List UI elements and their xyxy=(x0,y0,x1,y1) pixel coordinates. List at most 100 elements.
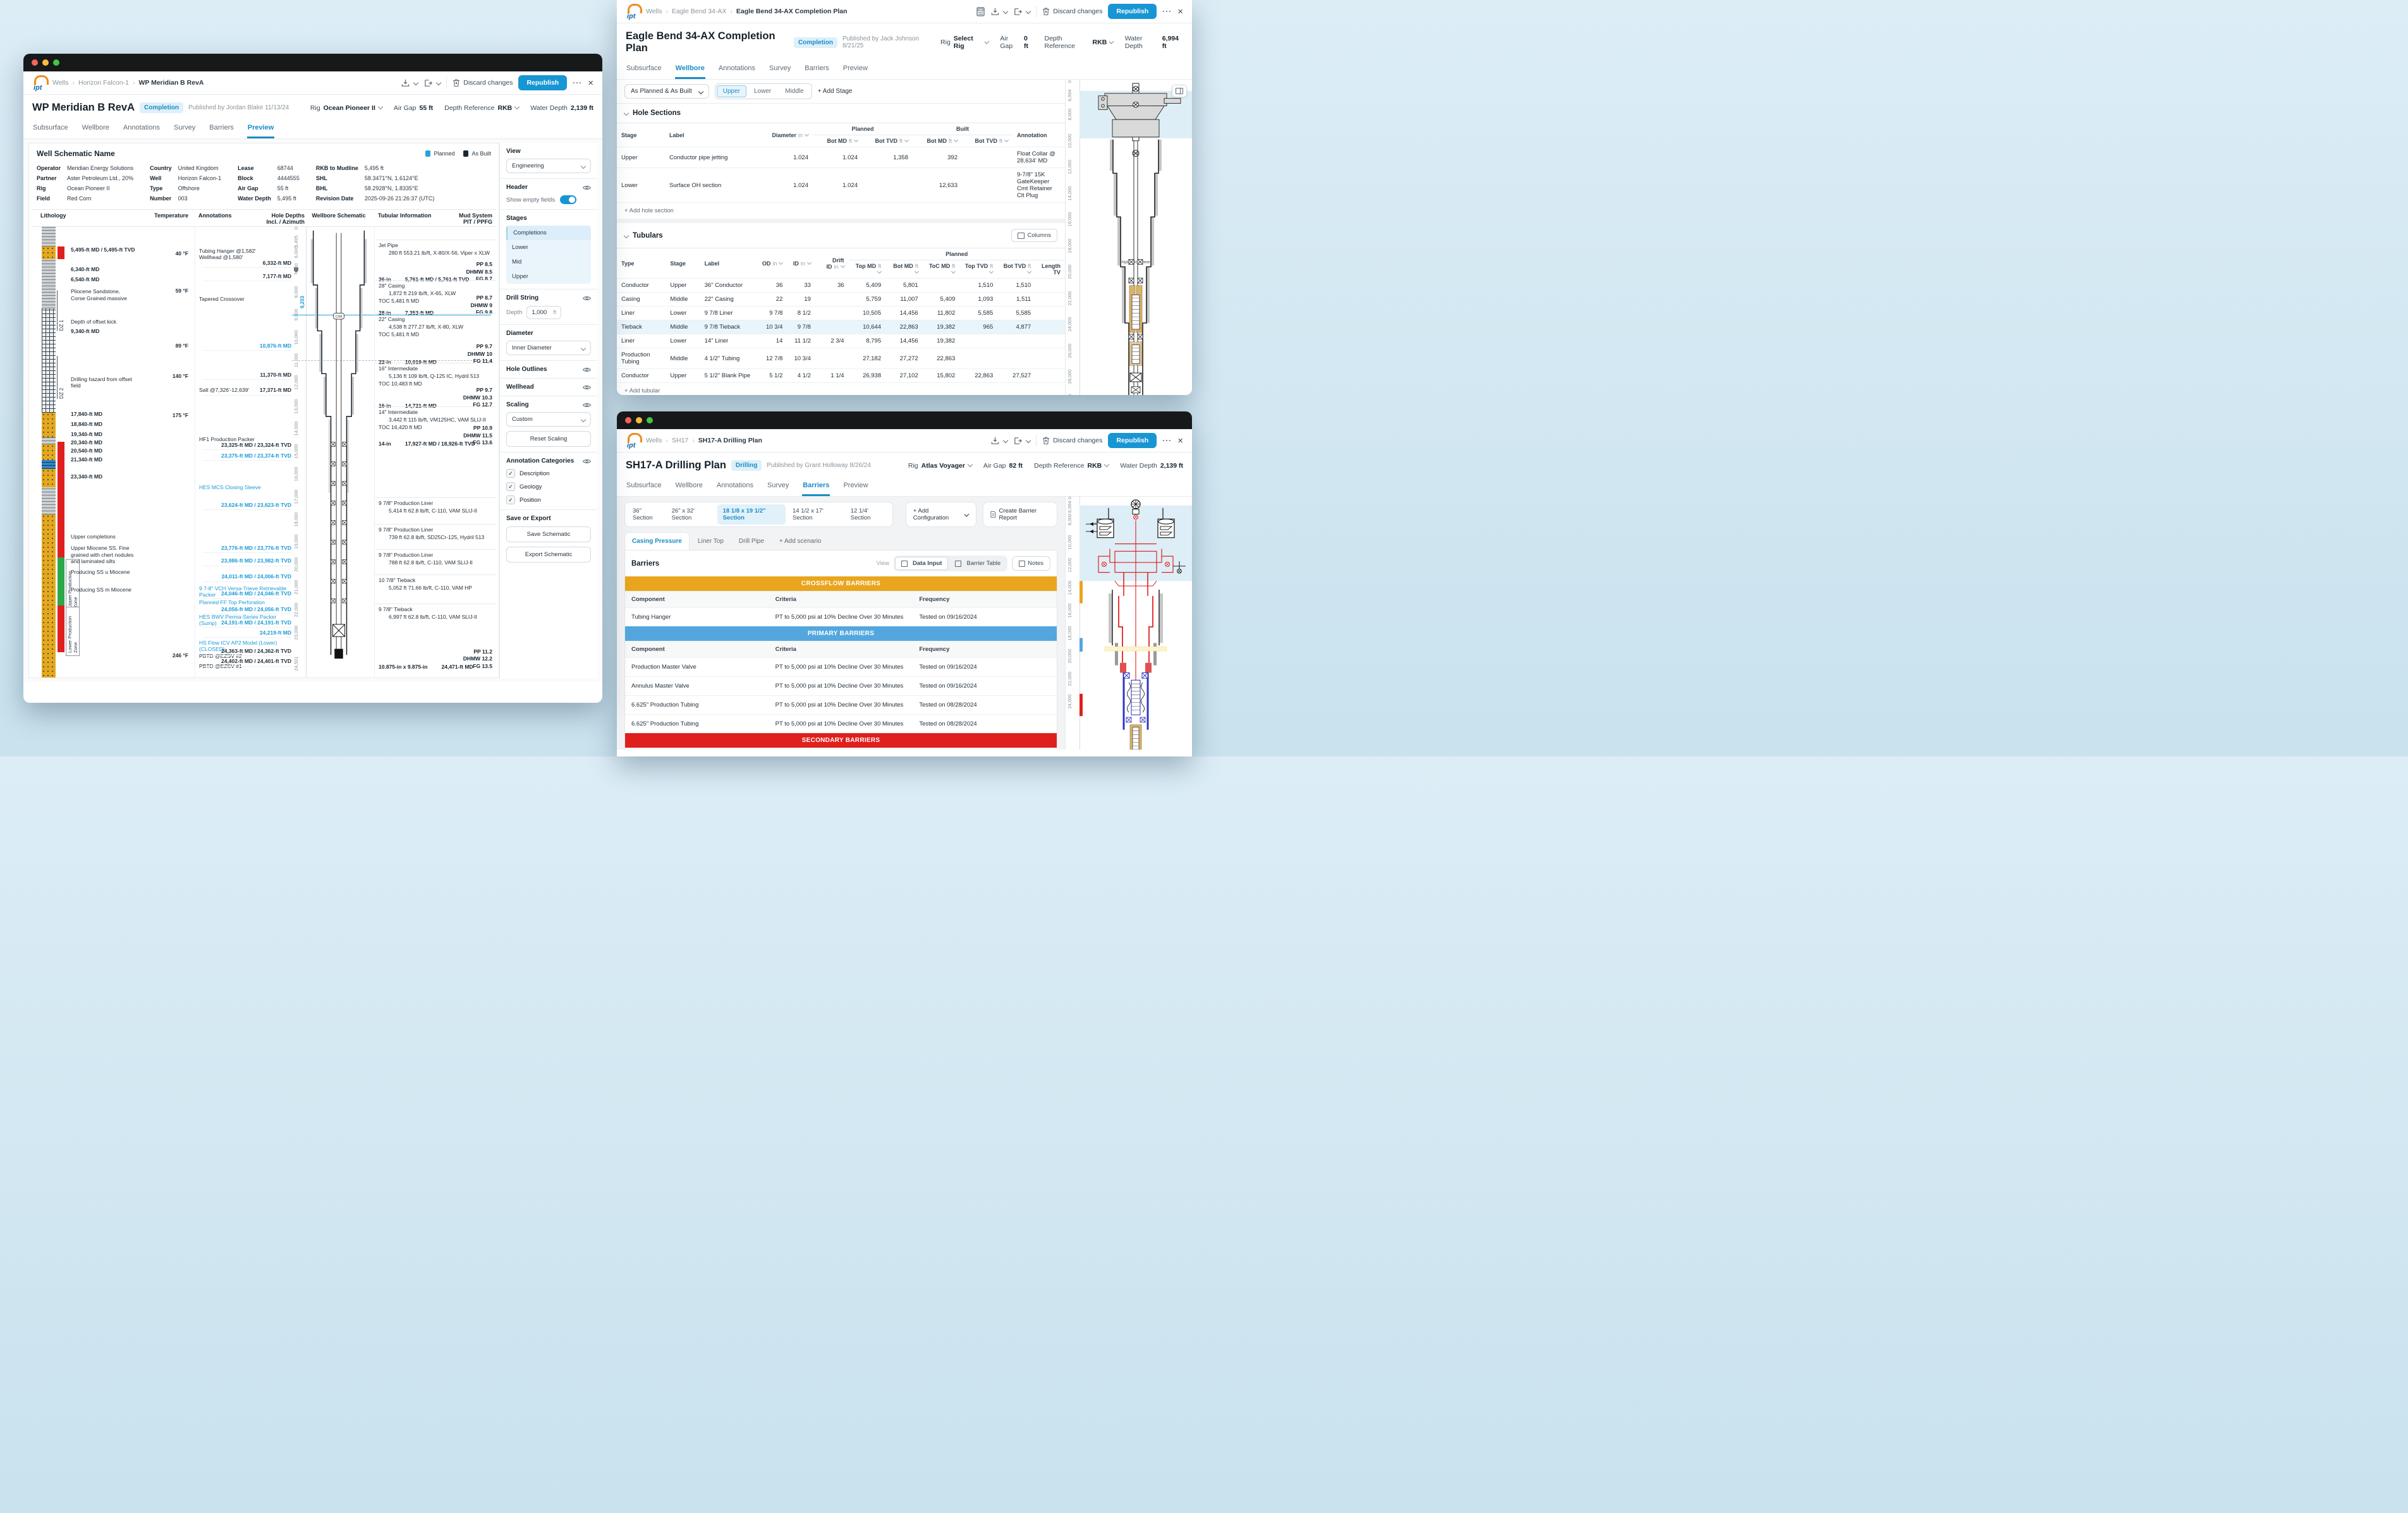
stage-item[interactable]: Lower xyxy=(512,244,528,251)
add-hole-section-button[interactable]: + Add hole section xyxy=(617,202,1065,219)
export-icon[interactable] xyxy=(423,78,442,88)
add-configuration-button[interactable]: + Add Configuration xyxy=(905,502,976,527)
close-button[interactable]: × xyxy=(1177,6,1183,17)
scenario-tab[interactable]: Casing Pressure xyxy=(624,532,690,550)
tab[interactable]: Barriers xyxy=(209,124,234,131)
tab[interactable]: Annotations xyxy=(716,482,753,489)
zoom-traffic-light[interactable] xyxy=(647,417,653,423)
barrier-row[interactable]: 6.625" Production Tubing PT to 5,000 psi … xyxy=(625,695,1057,715)
table-row[interactable]: Tieback Middle 9 7/8 Tieback 10 3/4 9 7/8 10,… xyxy=(617,320,1065,334)
checkbox-position[interactable]: ✓ Position xyxy=(506,495,591,504)
tab[interactable]: Annotations xyxy=(718,64,756,72)
tab[interactable]: Wellbore xyxy=(82,124,109,131)
import-icon[interactable] xyxy=(990,7,1009,16)
table-row[interactable]: Upper Conductor pipe jetting 1.024 1.024 1,3… xyxy=(617,147,1065,168)
reset-scaling-button[interactable]: Reset Scaling xyxy=(506,431,591,447)
tab[interactable]: Survey xyxy=(769,64,791,72)
hole-sections-header[interactable]: Hole Sections xyxy=(617,104,1065,123)
republish-button[interactable]: Republish xyxy=(518,75,568,90)
minimize-traffic-light[interactable] xyxy=(42,59,49,66)
eye-icon[interactable] xyxy=(583,295,591,301)
republish-button[interactable]: Republish xyxy=(1108,433,1157,448)
close-button[interactable]: × xyxy=(1177,435,1183,446)
eye-icon[interactable] xyxy=(583,185,591,191)
republish-button[interactable]: Republish xyxy=(1108,4,1157,19)
barrier-row[interactable]: Annulus Master Valve PT to 5,000 psi at 1… xyxy=(625,676,1057,696)
stage-item[interactable]: Mid xyxy=(512,258,522,265)
section-chip[interactable]: 12 1/4' Section xyxy=(850,507,871,521)
create-barrier-report-button[interactable]: Create Barrier Report xyxy=(982,502,1057,527)
depth-input[interactable]: 1,000 ft xyxy=(526,306,562,319)
export-icon[interactable] xyxy=(1013,436,1031,446)
scenario-tab[interactable]: Liner Top xyxy=(697,538,724,545)
tab[interactable]: Preview xyxy=(246,119,275,138)
tubulars-header[interactable]: Tubulars Columns xyxy=(617,223,1065,248)
eye-icon[interactable] xyxy=(583,458,591,465)
import-icon[interactable] xyxy=(401,78,419,88)
tab[interactable]: Survey xyxy=(767,482,789,489)
table-row[interactable]: Conductor Upper 36" Conductor 36 33 36 5,409 5,… xyxy=(617,278,1065,293)
tab[interactable]: Barriers xyxy=(805,64,829,72)
diameter-select[interactable]: Inner Diameter xyxy=(506,341,591,355)
plan-mode-select[interactable]: As Planned & As Built xyxy=(624,84,709,99)
meta-depth-reference[interactable]: Depth Reference RKB xyxy=(444,104,520,112)
view-segment[interactable]: Barrier Table xyxy=(949,557,1006,570)
checkbox-geology[interactable]: ✓ Geology xyxy=(506,482,591,491)
meta-depth-reference[interactable]: Depth Reference RKB xyxy=(1045,35,1115,50)
eye-icon[interactable] xyxy=(583,384,591,391)
show-empty-fields-toggle[interactable] xyxy=(560,195,577,204)
breadcrumb-item[interactable]: Horizon Falcon-1 xyxy=(78,79,135,87)
import-icon[interactable] xyxy=(990,436,1009,446)
breadcrumb-item[interactable]: Wells xyxy=(52,79,75,87)
checkbox-description[interactable]: ✓ Description xyxy=(506,469,591,478)
breadcrumb-item[interactable]: Eagle Bend 34-AX xyxy=(672,8,733,15)
tab[interactable]: Wellbore xyxy=(674,60,705,79)
table-row[interactable]: Casing Middle 22" Casing 22 19 5,759 11,007 5,4… xyxy=(617,292,1065,307)
table-row[interactable]: Liner Lower 14" Liner 14 11 1/2 2 3/4 8,795 14,… xyxy=(617,334,1065,348)
barrier-row[interactable]: 6.625" Production Tubing PT to 5,000 psi … xyxy=(625,714,1057,733)
tab[interactable]: Subsurface xyxy=(626,64,662,72)
table-row[interactable]: Production Tubing Middle 4 1/2" Tubing 12 7… xyxy=(617,348,1065,369)
breadcrumb-item[interactable]: Eagle Bend 34-AX Completion Plan xyxy=(736,8,848,15)
scaling-select[interactable]: Custom xyxy=(506,412,591,427)
tab[interactable]: Subsurface xyxy=(626,482,662,489)
breadcrumb-item[interactable]: Wells xyxy=(646,8,668,15)
breadcrumb-item[interactable]: SH17 xyxy=(672,437,695,444)
save-schematic-button[interactable]: Save Schematic xyxy=(506,526,591,542)
export-icon[interactable] xyxy=(1013,7,1031,16)
zoom-traffic-light[interactable] xyxy=(53,59,59,66)
tab[interactable]: Survey xyxy=(173,124,196,131)
ipt-logo-icon[interactable]: ipt xyxy=(626,433,642,449)
columns-button[interactable]: Columns xyxy=(1011,229,1057,242)
meta-rig[interactable]: Rig Atlas Voyager xyxy=(908,462,973,470)
table-row[interactable]: Lower Surface OH section 1.024 1.024 12,633 9… xyxy=(617,167,1065,202)
section-chip[interactable]: 18 1/8 x 19 1/2" Section xyxy=(717,504,786,525)
stage-segment[interactable]: Lower xyxy=(753,88,772,95)
scenario-tab[interactable]: + Add scenario xyxy=(779,538,822,545)
tab[interactable]: Barriers xyxy=(802,477,830,496)
stage-item[interactable]: Upper xyxy=(512,273,528,280)
add-tubular-button[interactable]: + Add tubular xyxy=(617,382,1065,395)
tab[interactable]: Annotations xyxy=(123,124,160,131)
close-button[interactable]: × xyxy=(588,77,593,88)
breadcrumb-item[interactable]: WP Meridian B RevA xyxy=(138,79,204,87)
meta-depth-reference[interactable]: Depth Reference RKB xyxy=(1034,462,1110,470)
section-chip[interactable]: 26" x 32' Section xyxy=(671,507,695,521)
discard-changes-button[interactable]: Discard changes xyxy=(1042,436,1102,445)
ipt-logo-icon[interactable]: ipt xyxy=(626,4,642,20)
calculator-icon[interactable] xyxy=(976,6,985,16)
tab[interactable]: Wellbore xyxy=(675,482,703,489)
export-schematic-button[interactable]: Export Schematic xyxy=(506,547,591,562)
section-chip[interactable]: 36" Section xyxy=(633,507,653,521)
table-row[interactable]: Conductor Upper 5 1/2" Blank Pipe 5 1/2 4 1/… xyxy=(617,368,1065,382)
panel-toggle-button[interactable] xyxy=(1172,85,1187,97)
tab[interactable]: Preview xyxy=(843,482,868,489)
view-segment[interactable]: Data Input xyxy=(895,557,949,570)
more-menu-button[interactable]: ··· xyxy=(1162,436,1172,445)
discard-changes-button[interactable]: Discard changes xyxy=(453,78,513,87)
section-chip[interactable]: 14 1/2 x 17' Section xyxy=(793,507,824,521)
minimize-traffic-light[interactable] xyxy=(636,417,642,423)
view-select[interactable]: Engineering xyxy=(506,159,591,173)
close-traffic-light[interactable] xyxy=(625,417,631,423)
close-traffic-light[interactable] xyxy=(32,59,38,66)
